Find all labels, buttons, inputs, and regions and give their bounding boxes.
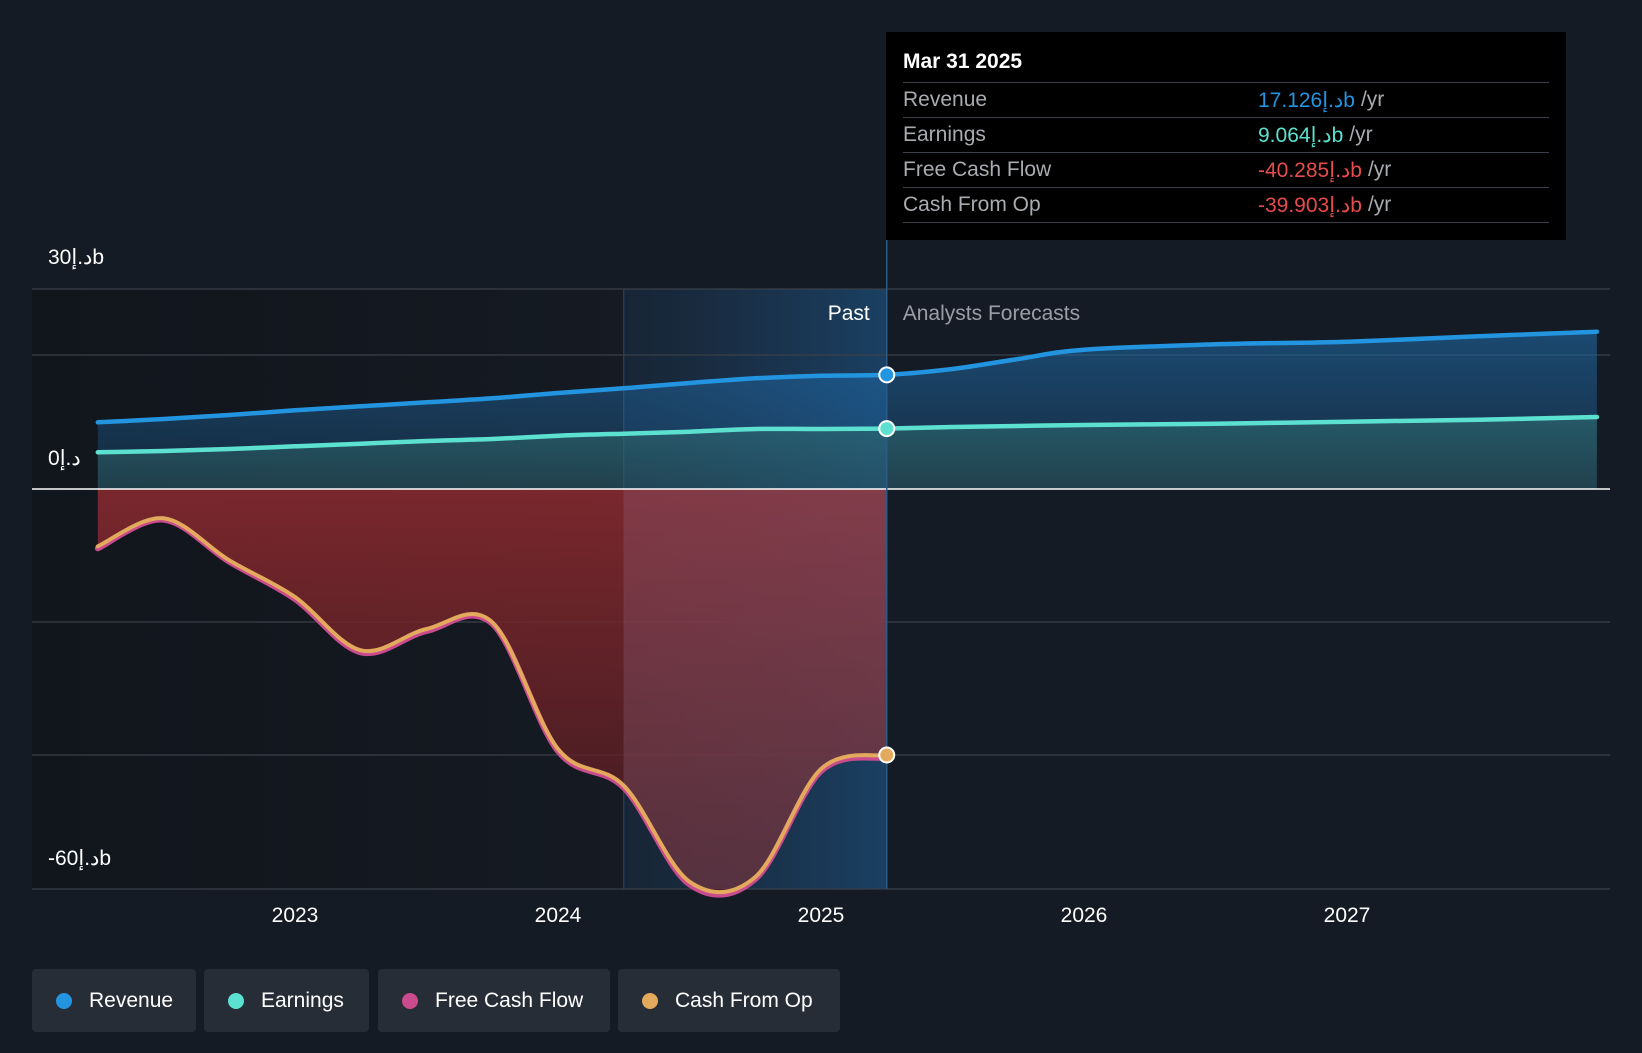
tooltip-value: -40.285ﺩ.ﺇb [1258,158,1362,182]
x-tick-label: 2024 [535,904,582,927]
revenue-line [95,329,1600,425]
earnings-marker [878,420,896,438]
tooltip-unit: /yr [1349,123,1373,146]
tooltip: Mar 31 2025 Revenue 17.126ﺩ.ﺇb /yr Earni… [886,32,1566,240]
legend-item-cash-from-op[interactable]: Cash From Op [618,969,840,1032]
tooltip-row-revenue: Revenue 17.126ﺩ.ﺇb /yr [903,83,1549,118]
cash-from-op-line [95,516,889,895]
x-tick-label: 2026 [1061,904,1108,927]
cash-from-op-marker [878,746,896,764]
tooltip-unit: /yr [1367,158,1392,181]
earnings-dot-icon [228,992,244,1009]
tooltip-unit: /yr [1360,88,1385,111]
earnings-line [95,414,1600,455]
past-label: Past [828,302,870,325]
cash-flow-area [97,489,887,893]
forecast-label: Analysts Forecasts [903,302,1080,325]
tooltip-date: Mar 31 2025 [903,49,1549,83]
legend-label: Earnings [261,988,344,1012]
legend-label: Cash From Op [675,988,813,1012]
legend-label: Revenue [89,988,174,1012]
legend-item-earnings[interactable]: Earnings [204,969,369,1032]
revenue-marker [878,366,896,384]
earnings-area [97,417,1597,489]
y-tick-label: 0ﺩ.ﺇ [48,447,81,471]
free-cash-flow-dot-icon [402,992,418,1009]
tooltip-row-free-cash-flow: Free Cash Flow -40.285ﺩ.ﺇb /yr [903,153,1549,188]
tooltip-label: Free Cash Flow [903,158,1052,181]
cash-from-op-dot-icon [642,992,658,1009]
legend-label: Free Cash Flow [435,988,584,1012]
x-tick-label: 2023 [272,904,319,927]
tooltip-value: 17.126ﺩ.ﺇb [1258,88,1355,112]
tooltip-value: -39.903ﺩ.ﺇb [1258,193,1362,217]
tooltip-label: Earnings [903,123,986,146]
revenue-dot-icon [56,992,72,1009]
tooltip-label: Cash From Op [903,193,1041,216]
tooltip-row-earnings: Earnings 9.064ﺩ.ﺇb /yr [903,118,1549,153]
x-tick-label: 2027 [1324,904,1371,927]
x-tick-label: 2025 [798,904,845,927]
legend-item-free-cash-flow[interactable]: Free Cash Flow [378,969,610,1032]
tooltip-label: Revenue [903,88,988,111]
tooltip-value: 9.064ﺩ.ﺇb [1258,123,1344,147]
tooltip-unit: /yr [1367,193,1392,216]
tooltip-row-cash-from-op: Cash From Op -39.903ﺩ.ﺇb /yr [903,188,1549,223]
y-tick-label: 30ﺩ.ﺇb [48,246,104,270]
legend-item-revenue[interactable]: Revenue [32,969,196,1032]
cash-flow-area-highlight [623,489,887,889]
y-tick-label: -60ﺩ.ﺇb [48,847,111,871]
